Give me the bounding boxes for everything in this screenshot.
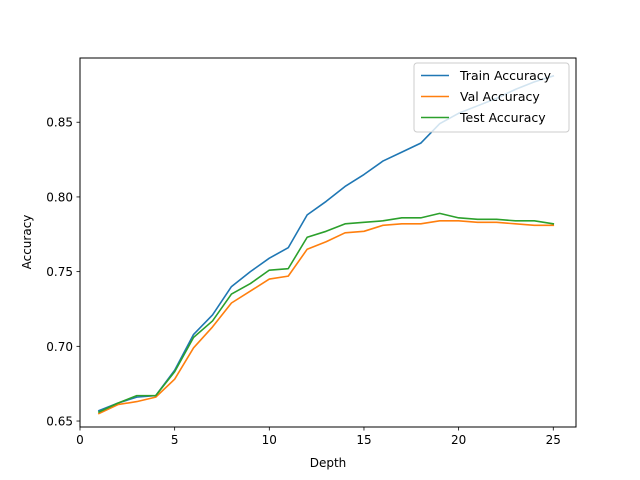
y-tick-label-0.70: 0.70 bbox=[46, 340, 73, 354]
legend-label-train-accuracy: Train Accuracy bbox=[459, 68, 552, 83]
x-tick-label-15: 15 bbox=[356, 433, 371, 447]
plot-frame bbox=[79, 57, 577, 428]
x-tick-label-5: 5 bbox=[171, 433, 179, 447]
y-tick-label-0.85: 0.85 bbox=[46, 116, 73, 130]
x-axis-label: Depth bbox=[310, 456, 347, 470]
series-line-test-accuracy bbox=[97, 212, 555, 414]
y-tick-label-0.65: 0.65 bbox=[46, 415, 73, 429]
legend: Train Accuracy Val Accuracy Test Accuracy bbox=[413, 62, 570, 133]
legend-label-val-accuracy: Val Accuracy bbox=[460, 89, 540, 104]
x-tick-label-0: 0 bbox=[76, 433, 84, 447]
series-line-val-accuracy bbox=[97, 220, 555, 415]
y-tick-label-0.80: 0.80 bbox=[46, 190, 73, 204]
x-axis: 0 5 10 15 20 25 bbox=[76, 427, 561, 447]
y-tick-label-0.75: 0.75 bbox=[46, 265, 73, 279]
y-axis-label: Accuracy bbox=[20, 215, 34, 270]
x-tick-label-10: 10 bbox=[262, 433, 277, 447]
legend-box bbox=[413, 62, 570, 133]
x-tick-label-20: 20 bbox=[451, 433, 466, 447]
y-axis: 0.65 0.70 0.75 0.80 0.85 bbox=[46, 116, 80, 429]
legend-label-test-accuracy: Test Accuracy bbox=[459, 110, 546, 125]
x-tick-label-25: 25 bbox=[546, 433, 561, 447]
